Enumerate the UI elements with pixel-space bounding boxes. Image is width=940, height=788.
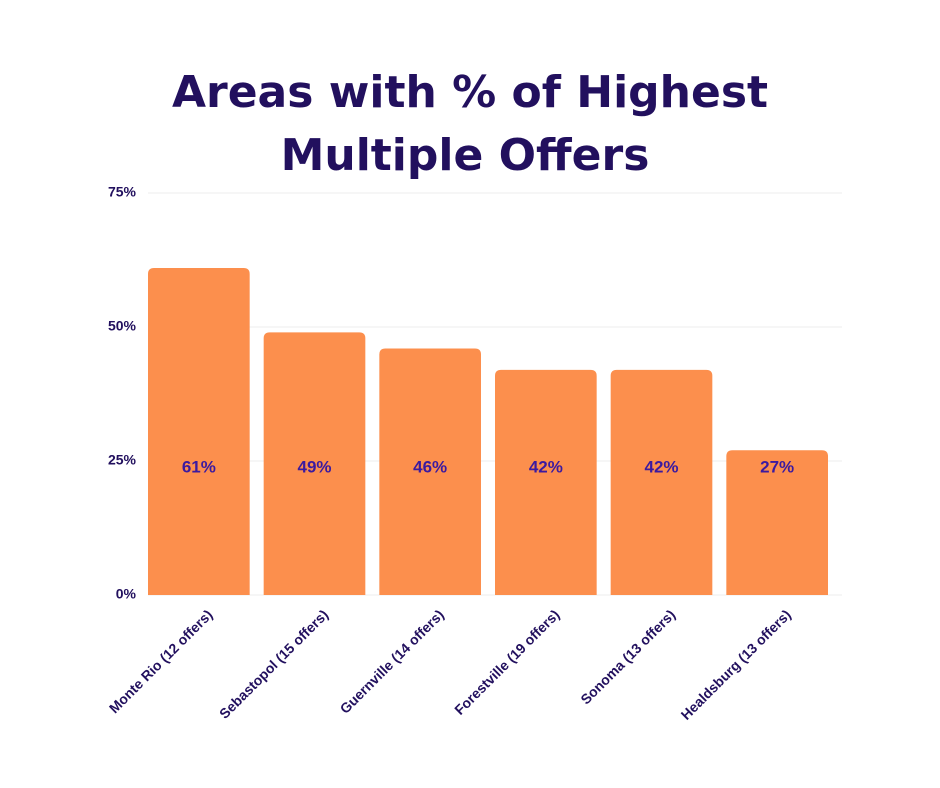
chart-title: Areas with % of Highest [172,67,768,118]
value-label: 49% [297,457,331,476]
y-tick-label: 25% [108,452,137,468]
x-tick-label: Monte Rio (12 offers) [106,606,216,716]
x-tick-label: Forestville (19 offers) [451,606,562,717]
y-tick-label: 50% [108,318,137,334]
x-tick-label: Sonoma (13 offers) [577,606,678,707]
value-label: 42% [644,457,678,476]
value-label: 61% [182,457,216,476]
chart-title: Multiple Offers [281,130,650,181]
value-label: 46% [413,457,447,476]
bar [379,348,481,595]
value-label: 27% [760,457,794,476]
x-tick-label: Sebastopol (15 offers) [216,606,331,721]
x-tick-label: Guernville (14 offers) [337,606,447,716]
y-tick-label: 75% [108,184,137,200]
bar [148,268,250,595]
bar [495,369,597,595]
bar [726,450,828,595]
y-tick-label: 0% [116,586,137,602]
bar [610,369,713,595]
bar [263,332,366,595]
x-tick-label: Healdsburg (13 offers) [678,606,794,722]
value-label: 42% [529,457,563,476]
